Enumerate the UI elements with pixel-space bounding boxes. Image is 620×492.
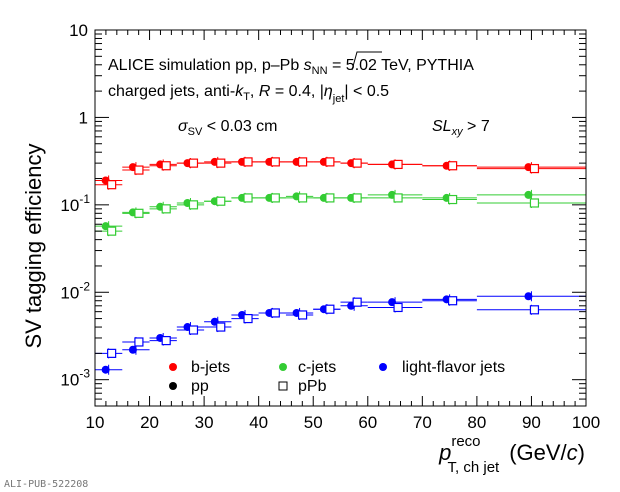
b-jets-ppb-point	[243, 157, 253, 167]
b-jets-ppb-point	[270, 157, 280, 167]
b-jets-ppb-point	[393, 159, 403, 170]
light-flavor-jets-ppb-point	[393, 302, 403, 313]
b-jets-ppb-point	[529, 163, 540, 174]
c-jets-ppb-point	[134, 208, 144, 218]
axis-ticks: 10 20 30 40 50 60 70 80 90 100 10-3 10-2 10-1 1 10	[60, 21, 600, 432]
c-jets-ppb-point	[216, 196, 226, 206]
y-tick-label: 1	[79, 108, 88, 127]
y-tick-label: 10-1	[60, 192, 90, 215]
cut-sigma-sv: σSV < 0.03 cm	[178, 118, 278, 138]
c-jets-ppb-point	[107, 226, 117, 236]
legend-label-c-jets: c-jets	[298, 359, 336, 376]
legend-label-light-flavor-jets: light-flavor jets	[402, 359, 505, 376]
light-flavor-jets-ppb-point	[134, 337, 144, 347]
data-marks	[95, 156, 586, 375]
light-flavor-jets-ppb-point	[297, 310, 308, 320]
c-jets-ppb-point	[188, 200, 199, 210]
x-tick-label: 30	[195, 413, 214, 432]
light-flavor-jets-ppb-point	[243, 313, 253, 324]
light-flavor-jets-pp-point	[128, 345, 137, 354]
c-jets-ppb-point	[393, 193, 403, 203]
legend-marker-ppb	[278, 381, 288, 391]
c-jets-ppb-point	[529, 198, 540, 208]
x-tick-label: 10	[86, 413, 105, 432]
x-tick-label: 70	[413, 413, 432, 432]
legend-marker-light-flavor-jets	[379, 363, 387, 371]
sqrt-sign	[351, 51, 382, 71]
x-tick-label: 100	[572, 413, 600, 432]
light-flavor-jets-ppb-point	[529, 305, 540, 315]
y-tick-label: 10	[69, 21, 88, 40]
light-flavor-jets-ppb-point	[107, 348, 117, 358]
legend-label-ppb: pPb	[298, 378, 327, 395]
x-tick-label: 80	[467, 413, 486, 432]
legend-label-b-jets: b-jets	[191, 359, 230, 376]
annotation-line-2: charged jets, anti-kT, R = 0.4, |ηjet| <…	[108, 83, 389, 105]
light-flavor-jets-pp-point	[101, 365, 110, 374]
light-flavor-jets-ppb-point	[325, 304, 335, 314]
c-jets-ppb-point	[448, 194, 458, 205]
b-jets-ppb-point	[325, 157, 335, 167]
b-jets-ppb-point	[134, 165, 144, 175]
legend-label-pp: pp	[191, 378, 209, 395]
b-jets-ppb-point	[188, 158, 199, 168]
x-tick-label: 60	[358, 413, 377, 432]
c-jets-ppb-point	[243, 193, 253, 203]
annotation-line-1: ALICE simulation pp, p–Pb sNN = 5.02 TeV…	[108, 57, 474, 77]
x-tick-label: 40	[249, 413, 268, 432]
b-jets-ppb-point	[352, 158, 362, 168]
c-jets-ppb-point	[161, 204, 171, 214]
legend-marker-b-jets	[169, 363, 177, 371]
b-jets-ppb-point	[216, 158, 226, 168]
c-jets-ppb-point	[325, 193, 335, 203]
legend: b-jets c-jets light-flavor jets pp pPb	[169, 359, 505, 395]
x-axis-label: preco T, ch jet(GeV/c)	[438, 433, 585, 476]
x-tick-label: 20	[140, 413, 159, 432]
c-jets-ppb-point	[270, 193, 280, 203]
watermark: ALI-PUB-522208	[4, 479, 88, 490]
cut-slxy: SLxy > 7	[432, 118, 490, 138]
b-jets-ppb-point	[107, 180, 117, 190]
y-axis-label: SV tagging efficiency	[21, 143, 46, 348]
c-jets-ppb-point	[352, 193, 362, 203]
x-tick-label: 90	[522, 413, 541, 432]
y-tick-label: 10-3	[60, 367, 90, 390]
b-jets-ppb-point	[161, 161, 171, 171]
light-flavor-jets-pp-point	[524, 292, 533, 301]
light-flavor-jets-ppb-point	[448, 296, 458, 306]
light-flavor-jets-ppb-point	[216, 322, 226, 332]
light-flavor-jets-ppb-point	[352, 297, 362, 307]
legend-marker-c-jets	[279, 363, 287, 371]
c-jets-pp-point	[524, 190, 533, 199]
b-jets-ppb-point	[448, 161, 458, 171]
light-flavor-jets-ppb-point	[188, 325, 199, 335]
x-tick-label: 50	[304, 413, 323, 432]
light-flavor-jets-ppb-point	[161, 335, 171, 346]
c-jets-ppb-point	[297, 193, 308, 203]
light-flavor-jets-ppb-point	[270, 308, 280, 318]
y-tick-label: 10-2	[60, 279, 90, 302]
b-jets-ppb-point	[297, 157, 308, 167]
legend-marker-pp	[169, 382, 177, 390]
